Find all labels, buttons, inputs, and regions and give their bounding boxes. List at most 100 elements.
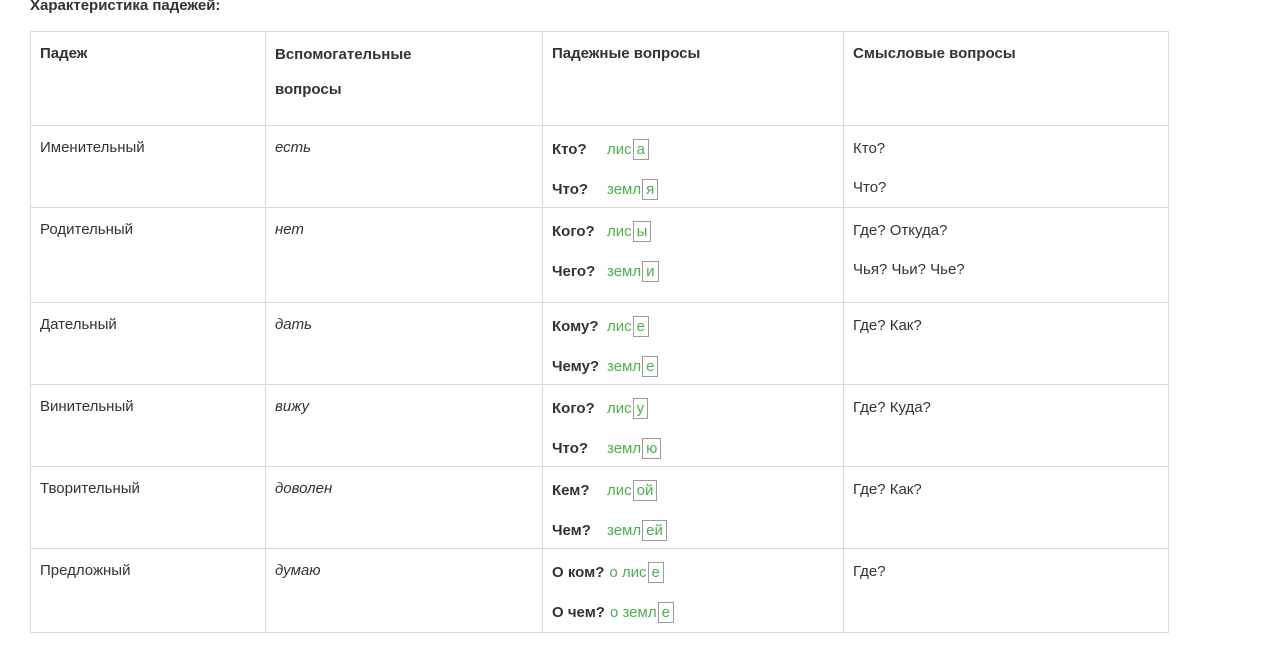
word-stem: земл	[607, 263, 642, 280]
col-header-aux-questions: Вспомогательные вопросы	[265, 31, 543, 126]
case-name: Винительный	[30, 384, 266, 467]
example-word: лис ы	[607, 221, 652, 242]
example-word: лис ой	[607, 480, 658, 501]
ending-box: ой	[632, 480, 658, 501]
question-line: Чего? земл и	[552, 261, 834, 282]
semantic-questions-cell: Кто? Что?	[843, 125, 1169, 208]
ending-box: я	[642, 179, 659, 200]
semantic-question: Где? Как?	[853, 317, 922, 334]
word-stem: земл	[607, 358, 642, 375]
semantic-questions-cell: Где? Как?	[843, 302, 1169, 385]
example-word: земл е	[607, 356, 659, 377]
cases-table: Падеж Вспомогательные вопросы Падежные в…	[30, 31, 1169, 633]
aux-word: думаю	[265, 548, 543, 633]
ending-box: е	[642, 356, 659, 377]
ending-box: ей	[642, 520, 667, 541]
case-name: Дательный	[30, 302, 266, 385]
aux-word: нет	[265, 207, 543, 303]
semantic-question: Где? Куда?	[853, 399, 931, 416]
question-word: Кого?	[552, 223, 595, 240]
col-header-aux-line2: вопросы	[275, 81, 342, 98]
table-row-accusative: Винительный вижу Кого? лис у Что? земл ю Где…	[30, 384, 1169, 467]
case-questions-cell: Кого? лис у Что? земл ю	[542, 384, 844, 467]
aux-word: есть	[265, 125, 543, 208]
word-stem: земл	[607, 522, 642, 539]
question-line: Кого? лис ы	[552, 221, 834, 242]
ending-box: ю	[642, 438, 662, 459]
example-word: земл ей	[607, 520, 667, 541]
question-word: Что?	[552, 181, 589, 198]
semantic-question: Где? Откуда?	[853, 222, 948, 239]
example-word: о земл е	[609, 602, 674, 623]
aux-word: дать	[265, 302, 543, 385]
question-line: О ком? о лис е	[552, 562, 834, 583]
ending-box: ы	[632, 221, 652, 242]
col-header-case-questions: Падежные вопросы	[542, 31, 844, 126]
word-stem: земл	[607, 440, 642, 457]
question-word: Что?	[552, 440, 589, 457]
word-stem: о земл	[609, 604, 657, 621]
question-line: Кому? лис е	[552, 316, 834, 337]
semantic-question: Кто?	[853, 140, 886, 157]
semantic-question: Где?	[853, 563, 886, 580]
question-word: Чему?	[552, 358, 600, 375]
question-word: Чем?	[552, 522, 591, 539]
question-line: Что? земл ю	[552, 438, 834, 459]
semantic-questions-cell: Где? Куда?	[843, 384, 1169, 467]
table-row-prepositional: Предложный думаю О ком? о лис е О чем? о зе…	[30, 548, 1169, 633]
question-line: Кого? лис у	[552, 398, 834, 419]
question-word: О чем?	[552, 604, 605, 621]
semantic-question: Что?	[853, 179, 887, 196]
ending-box: е	[632, 316, 649, 337]
question-word: Кому?	[552, 318, 599, 335]
question-line: Чем? земл ей	[552, 520, 834, 541]
question-word: Кого?	[552, 400, 595, 417]
ending-box: и	[642, 261, 659, 282]
semantic-question: Чья? Чьи? Чье?	[853, 261, 965, 278]
table-row-instrumental: Творительный доволен Кем? лис ой Чем? земл е…	[30, 466, 1169, 549]
example-word: лис у	[607, 398, 649, 419]
word-stem: о лис	[609, 564, 647, 581]
word-stem: лис	[607, 141, 632, 158]
semantic-questions-cell: Где? Как?	[843, 466, 1169, 549]
col-header-aux-line1: Вспомогательные	[275, 46, 412, 63]
question-word: Чего?	[552, 263, 596, 280]
col-header-case: Падеж	[30, 31, 266, 126]
case-name: Именительный	[30, 125, 266, 208]
question-word: О ком?	[552, 564, 605, 581]
case-questions-cell: Кому? лис е Чему? земл е	[542, 302, 844, 385]
ending-box: а	[632, 139, 649, 160]
ending-box: у	[632, 398, 649, 419]
example-word: земл я	[607, 179, 659, 200]
word-stem: лис	[607, 482, 632, 499]
case-questions-cell: Кто? лис а Что? земл я	[542, 125, 844, 208]
word-stem: лис	[607, 223, 632, 240]
semantic-question: Где? Как?	[853, 481, 922, 498]
question-line: Что? земл я	[552, 179, 834, 200]
case-questions-cell: Кого? лис ы Чего? земл и	[542, 207, 844, 303]
table-row-genitive: Родительный нет Кого? лис ы Чего? земл и Где…	[30, 207, 1169, 303]
ending-box: е	[647, 562, 664, 583]
case-name: Творительный	[30, 466, 266, 549]
question-word: Кто?	[552, 141, 587, 158]
page-title: Характеристика падежей:	[30, 0, 221, 14]
ending-box: е	[657, 602, 674, 623]
question-line: Чему? земл е	[552, 356, 834, 377]
semantic-questions-cell: Где? Откуда? Чья? Чьи? Чье?	[843, 207, 1169, 303]
col-header-semantic-questions: Смысловые вопросы	[843, 31, 1169, 126]
aux-word: вижу	[265, 384, 543, 467]
semantic-questions-cell: Где?	[843, 548, 1169, 633]
header-row: Падеж Вспомогательные вопросы Падежные в…	[30, 31, 1169, 126]
question-line: Кем? лис ой	[552, 480, 834, 501]
case-questions-cell: Кем? лис ой Чем? земл ей	[542, 466, 844, 549]
case-questions-cell: О ком? о лис е О чем? о земл е	[542, 548, 844, 633]
example-word: земл ю	[607, 438, 662, 459]
question-line: О чем? о земл е	[552, 602, 834, 623]
word-stem: лис	[607, 400, 632, 417]
word-stem: земл	[607, 181, 642, 198]
case-name: Предложный	[30, 548, 266, 633]
aux-word: доволен	[265, 466, 543, 549]
example-word: земл и	[607, 261, 659, 282]
table-row-nominative: Именительный есть Кто? лис а Что? земл я Кто…	[30, 125, 1169, 208]
